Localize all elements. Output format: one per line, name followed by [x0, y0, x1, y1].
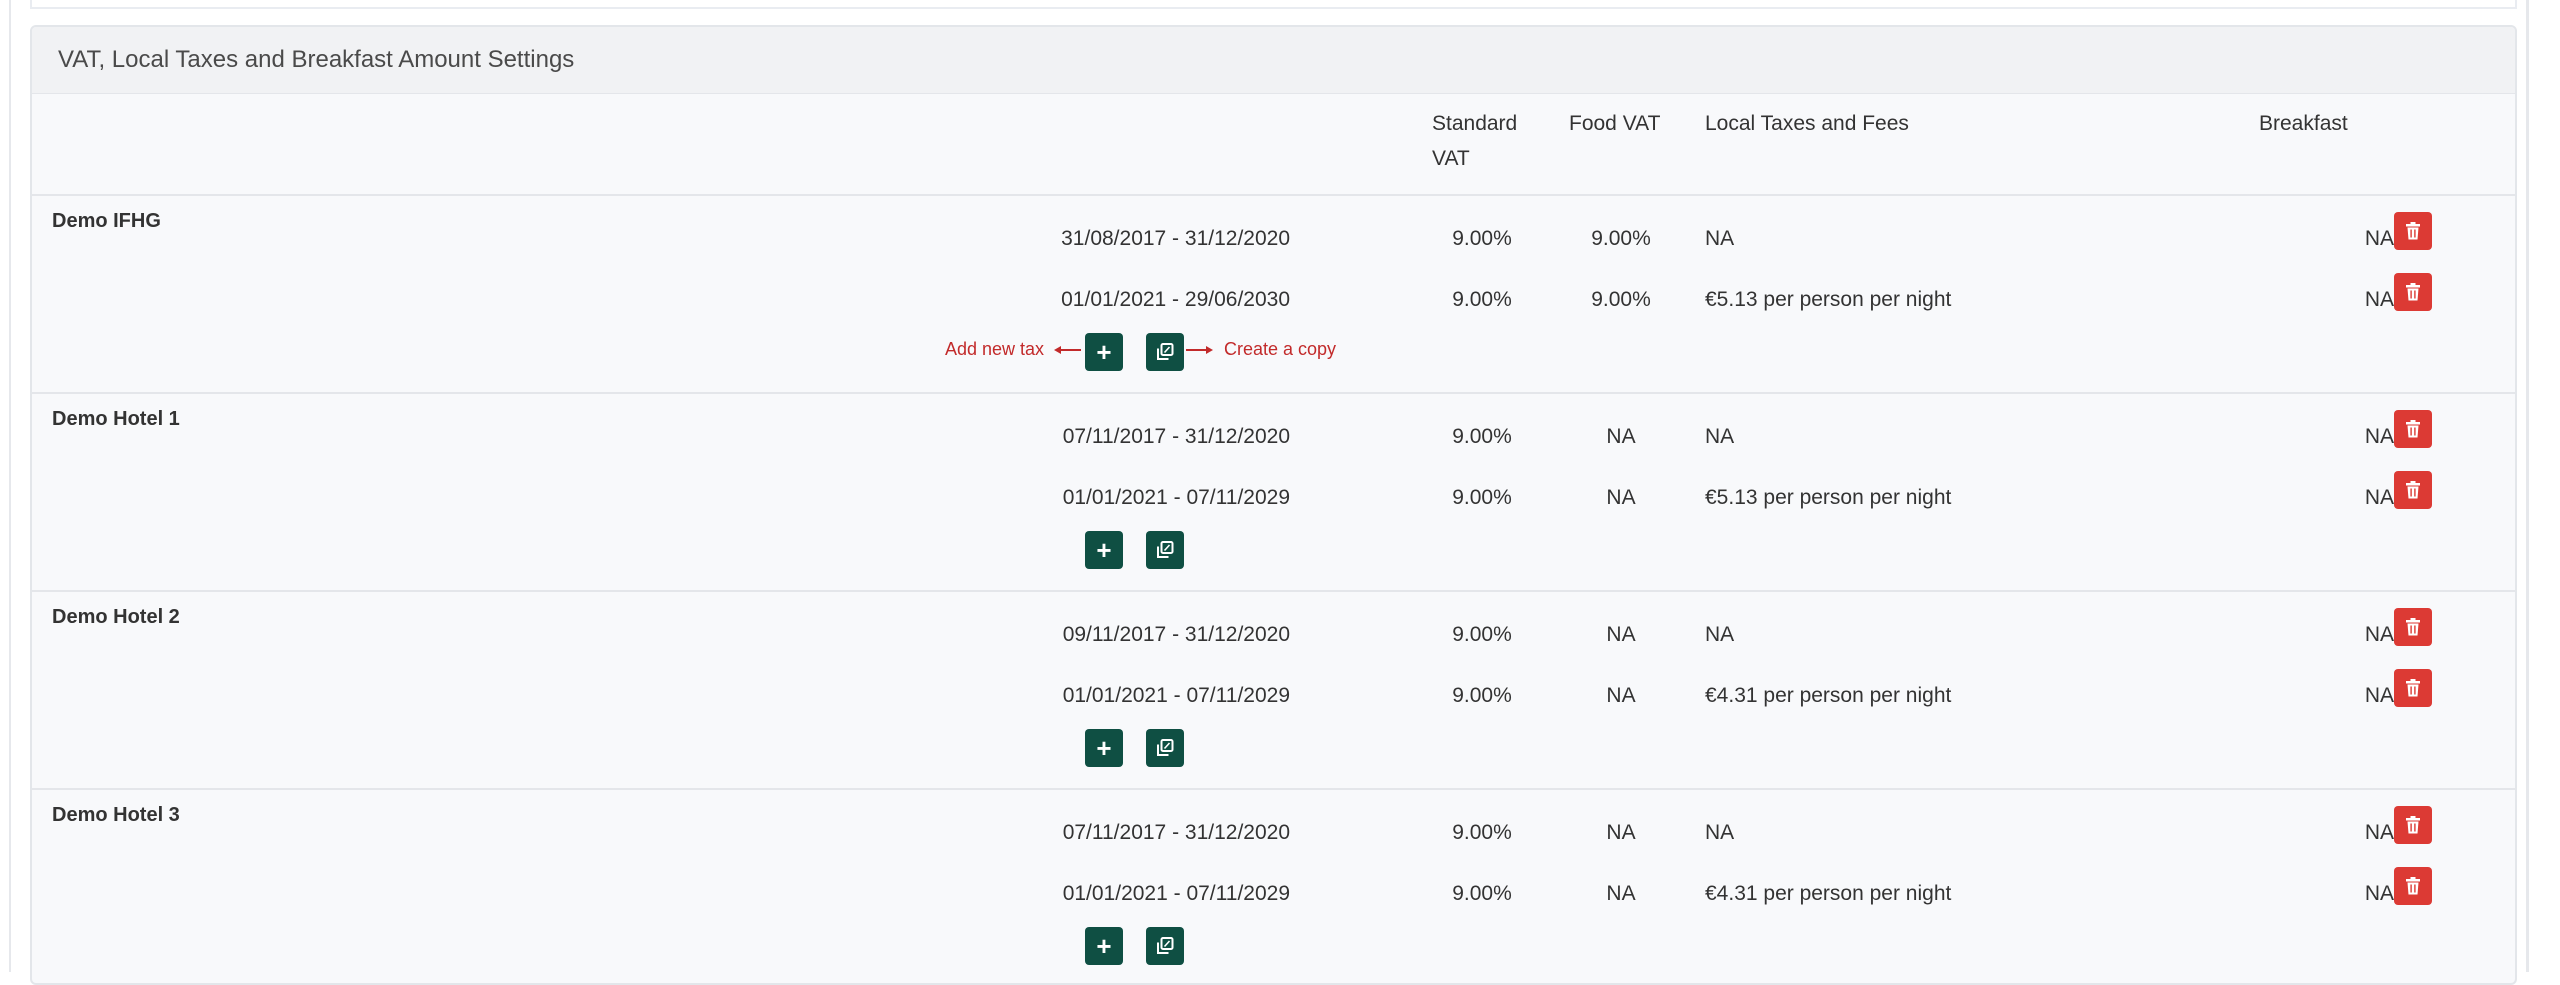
breakfast-cell: NA — [2364, 486, 2394, 509]
period-cell: 01/01/2021 - 07/11/2029 — [1062, 684, 1290, 707]
add-tax-button[interactable]: + — [1085, 927, 1123, 965]
trash-icon — [2405, 420, 2421, 438]
local-taxes-cell: NA — [1705, 821, 1735, 844]
copy-tax-button[interactable] — [1146, 927, 1184, 965]
trash-icon — [2405, 679, 2421, 697]
left-divider — [9, 0, 11, 972]
breakfast-cell: NA — [2364, 684, 2394, 707]
copy-icon — [1155, 342, 1175, 362]
copy-tax-button[interactable] — [1146, 729, 1184, 767]
food-vat-cell: NA — [1606, 486, 1636, 509]
copy-icon — [1155, 738, 1175, 758]
delete-tax-button[interactable] — [2394, 608, 2432, 646]
delete-tax-button[interactable] — [2394, 806, 2432, 844]
period-cell: 31/08/2017 - 31/12/2020 — [1061, 227, 1290, 250]
period-cell: 07/11/2017 - 31/12/2020 — [1062, 425, 1290, 448]
hotel-name: Demo Hotel 1 — [52, 408, 180, 430]
hotel-group: Demo Hotel 2 09/11/2017 - 31/12/2020 9.00%… — [32, 592, 2515, 790]
breakfast-cell: NA — [2364, 623, 2394, 646]
panel-header: VAT, Local Taxes and Breakfast Amount Se… — [32, 27, 2515, 94]
local-taxes-cell: €5.13 per person per night — [1705, 486, 1952, 509]
breakfast-cell: NA — [2364, 882, 2394, 905]
plus-icon: + — [1096, 733, 1112, 763]
hotel-group: Demo Hotel 3 07/11/2017 - 31/12/2020 9.00%… — [32, 790, 2515, 983]
hotel-groups: Demo IFHG 31/08/2017 - 31/12/2020 9.00% 9.0… — [32, 196, 2515, 983]
standard-vat-cell: 9.00% — [1452, 684, 1512, 707]
standard-vat-cell: 9.00% — [1452, 623, 1512, 646]
local-taxes-cell: €5.13 per person per night — [1705, 288, 1952, 311]
tax-settings-panel: VAT, Local Taxes and Breakfast Amount Se… — [30, 25, 2517, 985]
col-food-vat: Food VAT — [1569, 112, 1661, 135]
plus-icon: + — [1096, 535, 1112, 565]
plus-icon: + — [1096, 931, 1112, 961]
create-copy-hint: Create a copy — [1224, 339, 1337, 359]
standard-vat-cell: 9.00% — [1452, 486, 1512, 509]
panel-title: VAT, Local Taxes and Breakfast Amount Se… — [58, 46, 575, 73]
standard-vat-cell: 9.00% — [1452, 425, 1512, 448]
hotel-name: Demo Hotel 3 — [52, 804, 180, 826]
standard-vat-cell: 9.00% — [1452, 288, 1512, 311]
period-cell: 01/01/2021 - 29/06/2030 — [1061, 288, 1290, 311]
standard-vat-cell: 9.00% — [1452, 882, 1512, 905]
trash-icon — [2405, 816, 2421, 834]
trash-icon — [2405, 618, 2421, 636]
delete-tax-button[interactable] — [2394, 867, 2432, 905]
col-breakfast: Breakfast — [2259, 112, 2348, 135]
food-vat-cell: NA — [1606, 684, 1636, 707]
delete-tax-button[interactable] — [2394, 471, 2432, 509]
local-taxes-cell: NA — [1705, 623, 1735, 646]
food-vat-cell: 9.00% — [1591, 288, 1651, 311]
breakfast-cell: NA — [2364, 821, 2394, 844]
copy-icon — [1155, 540, 1175, 560]
add-tax-button[interactable]: + — [1085, 729, 1123, 767]
right-scroll-edge — [2526, 0, 2529, 972]
food-vat-cell: NA — [1606, 425, 1636, 448]
period-cell: 07/11/2017 - 31/12/2020 — [1062, 821, 1290, 844]
breakfast-cell: NA — [2364, 227, 2394, 250]
standard-vat-cell: 9.00% — [1452, 821, 1512, 844]
period-cell: 01/01/2021 - 07/11/2029 — [1062, 486, 1290, 509]
copy-icon — [1155, 936, 1175, 956]
arrow-right-icon — [1185, 343, 1213, 357]
food-vat-cell: NA — [1606, 882, 1636, 905]
local-taxes-cell: NA — [1705, 227, 1735, 250]
add-tax-button[interactable]: + — [1085, 333, 1123, 371]
delete-tax-button[interactable] — [2394, 212, 2432, 250]
trash-icon — [2405, 283, 2421, 301]
trash-icon — [2405, 481, 2421, 499]
local-taxes-cell: NA — [1705, 425, 1735, 448]
local-taxes-cell: €4.31 per person per night — [1705, 684, 1952, 707]
previous-panel-edge — [30, 0, 2517, 9]
add-tax-button[interactable]: + — [1085, 531, 1123, 569]
col-standard-vat: Standard VAT — [1432, 112, 1518, 170]
delete-tax-button[interactable] — [2394, 669, 2432, 707]
food-vat-cell: NA — [1606, 821, 1636, 844]
food-vat-cell: 9.00% — [1591, 227, 1651, 250]
hotel-name: Demo Hotel 2 — [52, 606, 180, 628]
delete-tax-button[interactable] — [2394, 410, 2432, 448]
hotel-name: Demo IFHG — [52, 210, 161, 232]
trash-icon — [2405, 222, 2421, 240]
hotel-group: Demo IFHG 31/08/2017 - 31/12/2020 9.00% 9.0… — [32, 196, 2515, 394]
breakfast-cell: NA — [2364, 425, 2394, 448]
delete-tax-button[interactable] — [2394, 273, 2432, 311]
arrow-left-icon — [1054, 343, 1082, 357]
trash-icon — [2405, 877, 2421, 895]
breakfast-cell: NA — [2364, 288, 2394, 311]
col-local-taxes: Local Taxes and Fees — [1705, 112, 1909, 135]
period-cell: 01/01/2021 - 07/11/2029 — [1062, 882, 1290, 905]
period-cell: 09/11/2017 - 31/12/2020 — [1062, 623, 1290, 646]
plus-icon: + — [1096, 337, 1112, 367]
copy-tax-button[interactable] — [1146, 333, 1184, 371]
table-header: Standard VAT Food VAT Local Taxes and Fe… — [32, 94, 2515, 196]
food-vat-cell: NA — [1606, 623, 1636, 646]
add-new-tax-hint: Add new tax — [945, 339, 1045, 359]
local-taxes-cell: €4.31 per person per night — [1705, 882, 1952, 905]
copy-tax-button[interactable] — [1146, 531, 1184, 569]
hotel-group: Demo Hotel 1 07/11/2017 - 31/12/2020 9.00%… — [32, 394, 2515, 592]
standard-vat-cell: 9.00% — [1452, 227, 1512, 250]
